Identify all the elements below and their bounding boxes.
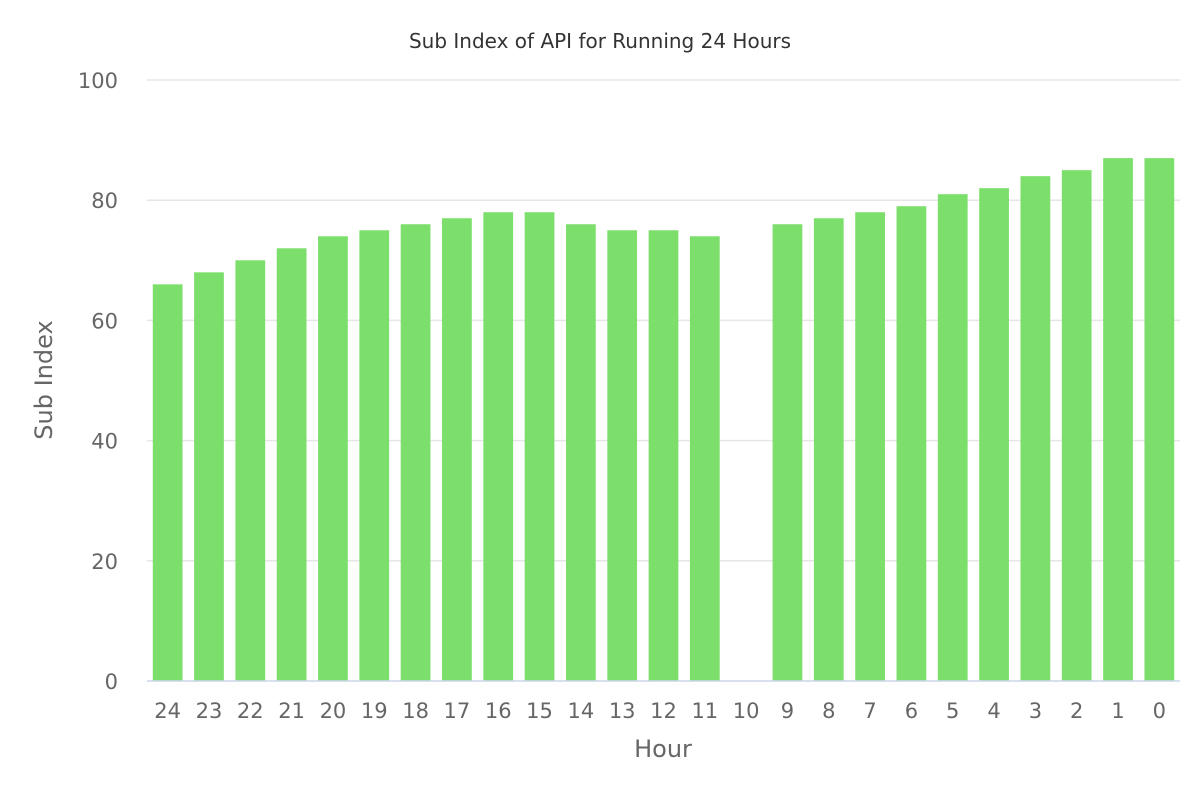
x-tick-label: 22	[237, 699, 264, 723]
x-tick-label: 9	[781, 699, 794, 723]
x-tick-label: 18	[402, 699, 429, 723]
x-tick-label: 5	[946, 699, 959, 723]
bar-hour-12[interactable]	[648, 230, 679, 681]
bar-hour-4[interactable]	[979, 188, 1009, 681]
bar-hour-13[interactable]	[607, 230, 638, 681]
x-tick-label: 0	[1153, 699, 1166, 723]
x-tick-label: 17	[444, 699, 471, 723]
x-tick-label: 12	[650, 699, 677, 723]
bar-hour-22[interactable]	[235, 260, 266, 681]
bar-hour-6[interactable]	[896, 206, 927, 681]
x-axis-title: Hour	[634, 735, 692, 763]
x-tick-label: 19	[361, 699, 388, 723]
bar-hour-1[interactable]	[1103, 158, 1133, 681]
bar-hour-7[interactable]	[855, 212, 885, 681]
x-tick-label: 1	[1111, 699, 1124, 723]
x-tick-label: 24	[154, 699, 181, 723]
x-tick-label: 3	[1029, 699, 1042, 723]
bar-hour-16[interactable]	[483, 212, 514, 681]
x-tick-label: 6	[905, 699, 918, 723]
y-tick-label: 40	[91, 430, 118, 454]
x-tick-label: 13	[609, 699, 636, 723]
bar-hour-18[interactable]	[400, 224, 431, 682]
chart-title: Sub Index of API for Running 24 Hours	[409, 29, 791, 53]
y-axis-ticks: 0 20 40 60 80 100	[78, 69, 118, 694]
bar-hour-0[interactable]	[1144, 158, 1175, 681]
bar-hour-8[interactable]	[813, 218, 844, 682]
x-tick-label: 21	[278, 699, 305, 723]
x-tick-label: 4	[987, 699, 1000, 723]
x-axis-ticks: 24 23 22 21 20 19 18 17 16 15 14 13 12 11 10 9 8 7 6 5 4 3 2 1 0	[154, 699, 1166, 723]
bar-hour-3[interactable]	[1020, 176, 1051, 681]
bar-hour-23[interactable]	[194, 272, 224, 681]
bar-hour-2[interactable]	[1061, 170, 1092, 681]
bar-hour-14[interactable]	[565, 224, 596, 682]
x-tick-label: 20	[320, 699, 347, 723]
bar-hour-17[interactable]	[442, 218, 472, 682]
bar-hour-19[interactable]	[359, 230, 390, 681]
x-tick-label: 16	[485, 699, 512, 723]
x-tick-label: 10	[733, 699, 760, 723]
bar-hour-15[interactable]	[524, 212, 555, 681]
bar-hour-9[interactable]	[772, 224, 803, 682]
bar-hour-5[interactable]	[937, 194, 968, 681]
x-tick-label: 14	[567, 699, 594, 723]
y-tick-label: 20	[91, 550, 118, 574]
y-axis-title: Sub Index	[30, 320, 58, 439]
y-tick-label: 60	[91, 309, 118, 333]
bars	[152, 158, 1175, 682]
y-tick-label: 80	[91, 189, 118, 213]
x-tick-label: 8	[822, 699, 835, 723]
x-tick-label: 15	[526, 699, 553, 723]
bar-hour-24[interactable]	[152, 284, 183, 681]
x-tick-label: 23	[196, 699, 223, 723]
x-tick-label: 7	[863, 699, 876, 723]
y-tick-label: 100	[78, 69, 118, 93]
bar-hour-20[interactable]	[318, 236, 348, 681]
bar-hour-21[interactable]	[276, 248, 307, 681]
bar-hour-11[interactable]	[689, 236, 720, 681]
y-tick-label: 0	[105, 670, 118, 694]
x-tick-label: 11	[691, 699, 718, 723]
x-tick-label: 2	[1070, 699, 1083, 723]
